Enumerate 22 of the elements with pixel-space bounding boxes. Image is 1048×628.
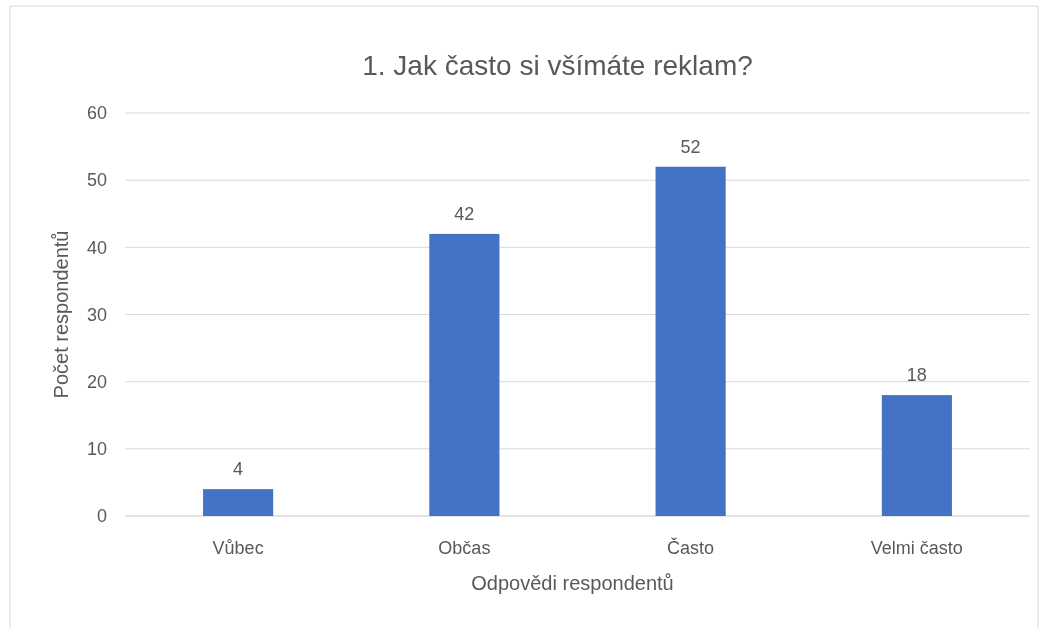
x-axis-title: Odpovědi respondentů [471,572,674,594]
chart-title: 1. Jak často si všímáte reklam? [362,50,753,81]
y-tick-label: 50 [86,170,107,191]
y-tick-label: 30 [86,304,107,325]
x-tick-label: Občas [438,538,491,558]
y-tick-label: 10 [86,439,107,460]
y-tick-label: 20 [86,371,107,392]
bar [429,233,500,516]
x-tick-label: Vůbec [212,538,264,558]
y-axis-title: Počet respondentů [50,230,72,399]
x-tick-label: Velmi často [870,538,963,558]
bar [655,166,726,516]
bar [881,395,952,516]
y-tick-label: 60 [86,103,107,124]
data-label: 4 [233,459,244,480]
data-label: 52 [680,136,701,157]
y-tick-label: 40 [86,237,107,258]
x-tick-label: Často [667,537,715,558]
y-tick-label: 0 [96,506,107,527]
data-label: 42 [454,203,475,224]
bar [203,489,274,516]
data-label: 18 [906,365,927,386]
